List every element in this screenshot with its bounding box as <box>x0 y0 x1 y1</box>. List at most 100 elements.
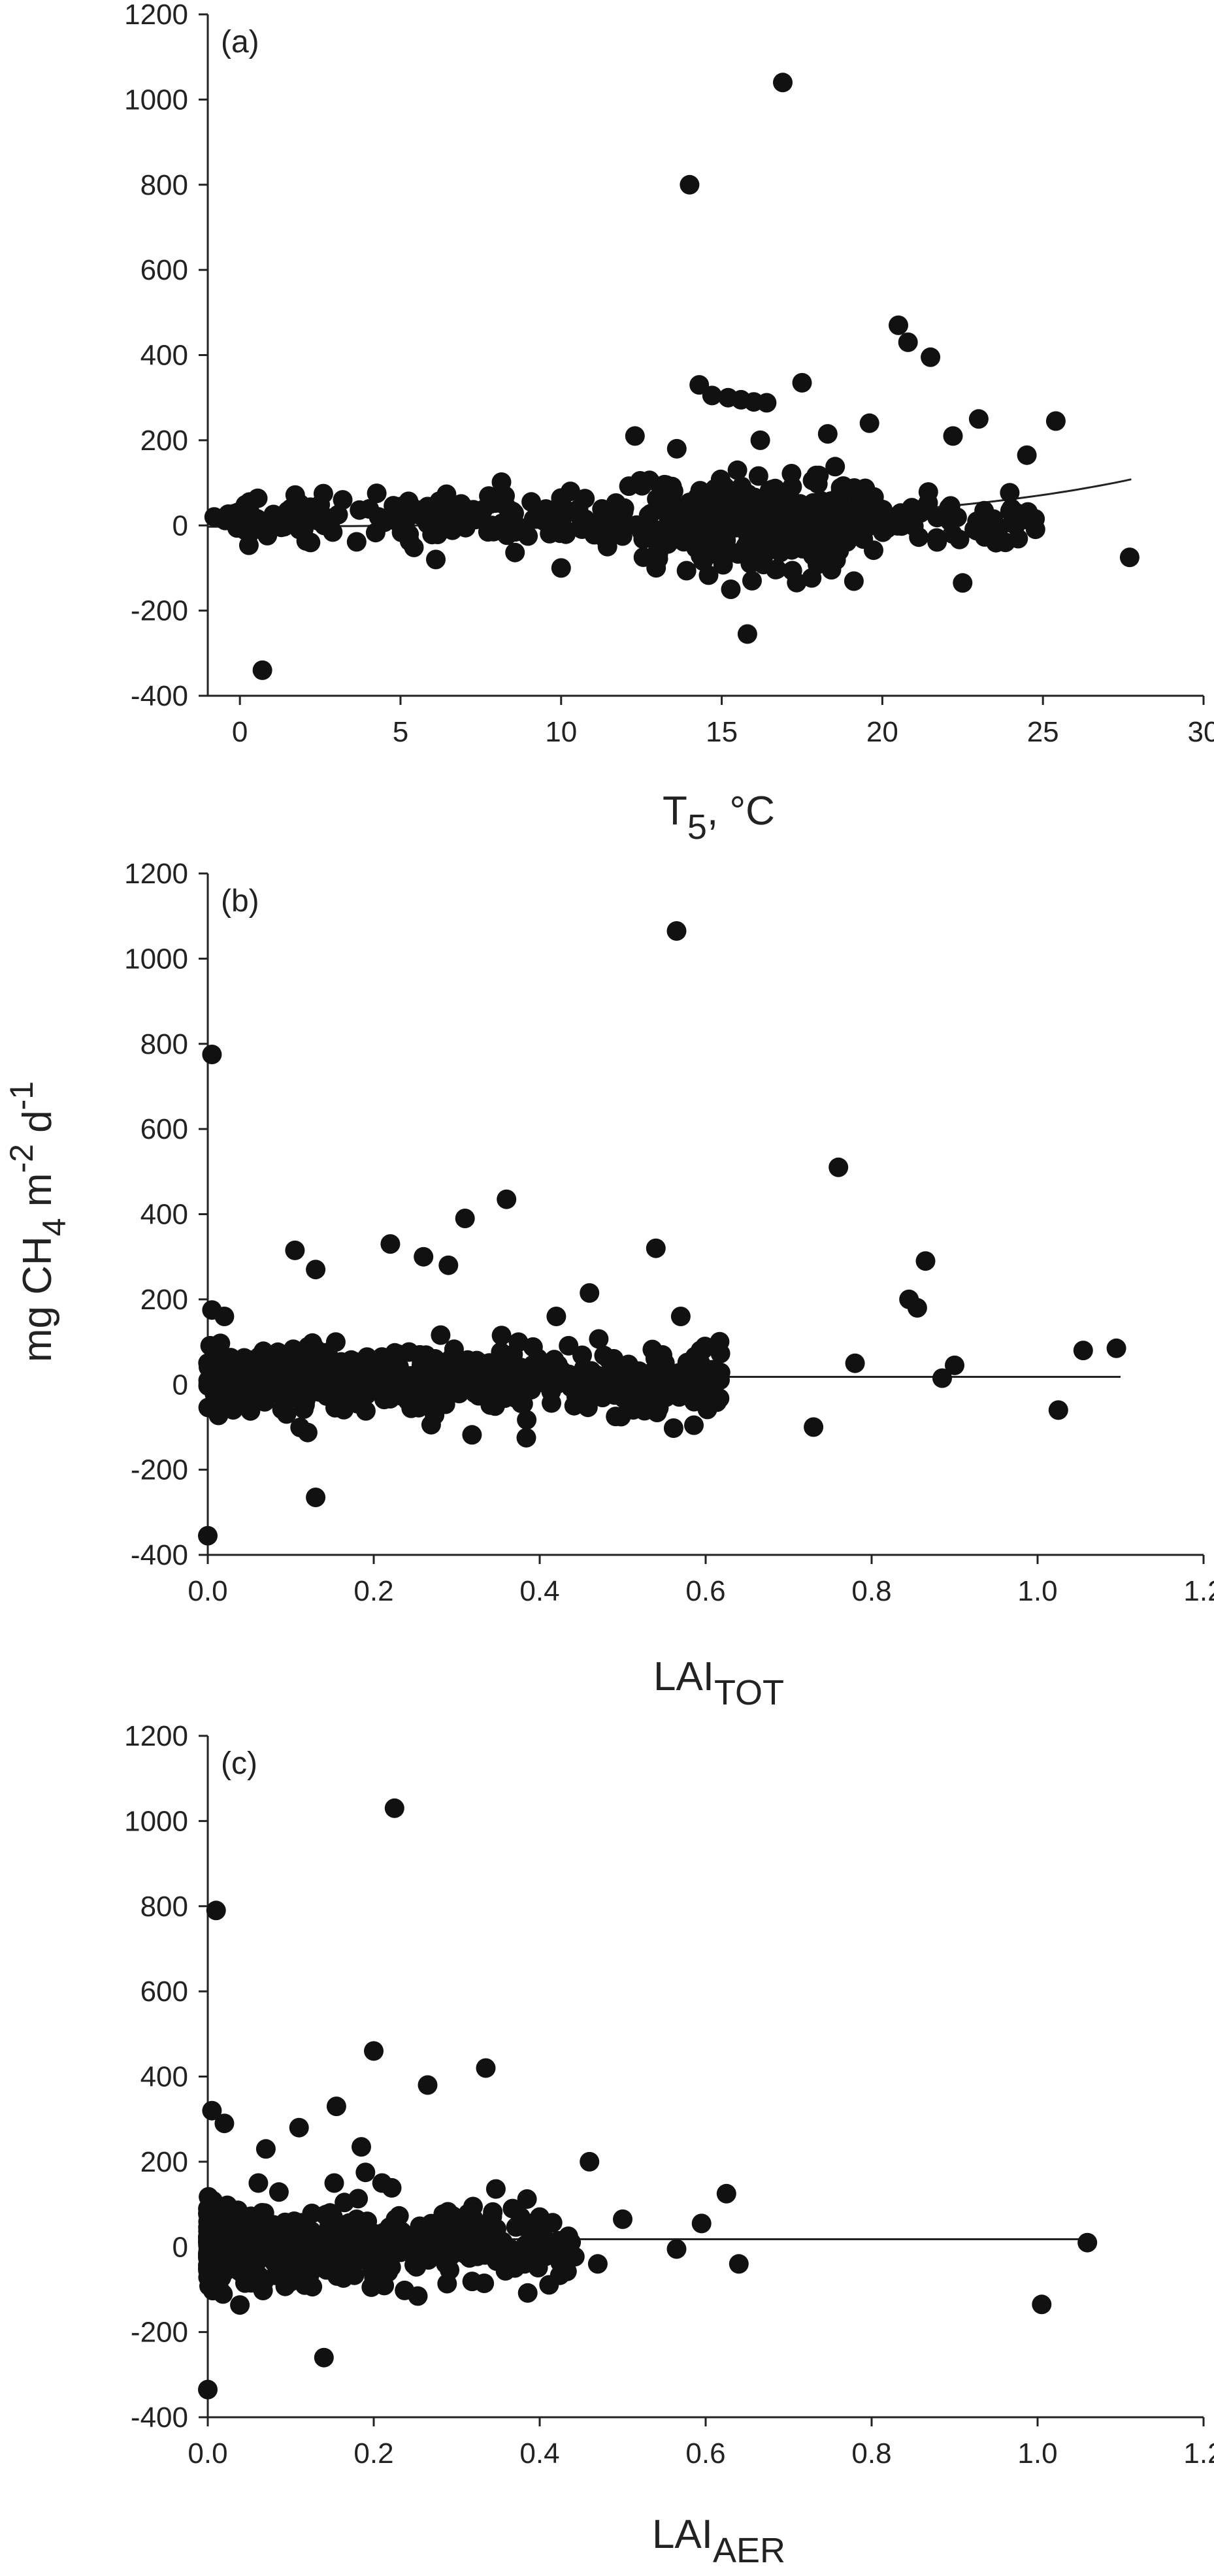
data-point <box>523 1355 543 1375</box>
data-point <box>968 409 989 429</box>
data-point <box>804 509 824 529</box>
data-point <box>326 2096 346 2117</box>
data-point <box>202 2100 222 2121</box>
data-point <box>346 532 367 552</box>
data-point <box>710 1370 730 1390</box>
data-point <box>348 2189 369 2209</box>
data-point <box>390 2242 410 2262</box>
data-point <box>737 624 757 644</box>
data-point <box>710 1331 730 1352</box>
data-point <box>414 1247 434 1267</box>
data-point <box>646 1238 666 1258</box>
data-point <box>766 559 787 579</box>
data-point <box>649 1365 669 1386</box>
data-point <box>1045 411 1066 431</box>
data-point <box>572 1345 592 1365</box>
data-point <box>466 2219 486 2238</box>
data-point <box>456 508 476 529</box>
data-point <box>878 518 897 538</box>
data-point <box>518 526 538 546</box>
data-point <box>648 1385 668 1405</box>
data-point <box>462 1425 482 1445</box>
data-point <box>485 2223 506 2243</box>
data-point <box>342 2225 362 2245</box>
y-tick-label: 0 <box>172 2231 188 2263</box>
data-point <box>702 385 722 406</box>
data-point <box>380 1377 401 1397</box>
data-point <box>198 2379 218 2400</box>
data-point <box>235 511 255 530</box>
data-point <box>696 1380 716 1401</box>
data-point <box>932 1368 952 1388</box>
data-point <box>727 460 747 480</box>
data-point <box>355 2162 376 2183</box>
data-point <box>986 532 1006 553</box>
data-point <box>1119 547 1140 568</box>
data-point <box>504 1356 525 1377</box>
data-point <box>202 1045 222 1064</box>
data-point <box>396 2226 416 2247</box>
y-tick-label: 200 <box>140 2146 188 2178</box>
data-point <box>648 544 668 564</box>
data-point <box>400 495 420 515</box>
data-point <box>254 1341 274 1361</box>
data-point <box>372 2173 392 2193</box>
data-point <box>921 347 941 367</box>
data-point <box>426 549 446 570</box>
data-point <box>360 1380 380 1400</box>
x-tick-label: 0.6 <box>685 2437 725 2470</box>
data-point <box>918 482 938 502</box>
y-tick-label: 1000 <box>124 1805 188 1837</box>
data-point <box>297 1422 318 1443</box>
data-point <box>750 430 770 450</box>
x-tick-label: 0.2 <box>353 2437 393 2470</box>
data-point <box>436 484 457 504</box>
data-point <box>210 1333 231 1354</box>
data-point <box>666 2239 687 2259</box>
data-point <box>889 315 908 335</box>
data-point <box>656 475 676 495</box>
data-point <box>238 1392 259 1412</box>
data-point <box>404 537 424 557</box>
data-point <box>252 660 272 680</box>
data-point <box>436 1380 457 1401</box>
data-point <box>691 2213 712 2234</box>
data-point <box>269 2182 289 2202</box>
data-point <box>844 571 864 591</box>
data-point <box>763 480 783 500</box>
data-point <box>770 542 791 562</box>
data-point <box>401 1398 421 1418</box>
data-point <box>633 547 653 567</box>
data-point <box>516 1427 536 1448</box>
y-tick-label: 1000 <box>124 84 188 116</box>
data-point <box>1017 445 1037 465</box>
y-tick-label: 800 <box>140 169 188 201</box>
data-point <box>261 1356 281 1376</box>
data-point <box>466 1373 486 1393</box>
x-tick-label: 0.8 <box>851 1575 891 1607</box>
data-point <box>601 1367 621 1388</box>
data-point <box>333 2268 353 2288</box>
y-tick-label: 200 <box>140 1284 188 1316</box>
data-point <box>384 1798 404 1818</box>
data-point <box>684 1415 704 1435</box>
data-point <box>374 2275 395 2296</box>
data-point <box>325 1332 346 1352</box>
data-point <box>254 2203 274 2223</box>
data-point <box>611 1407 631 1427</box>
data-point <box>517 2189 537 2209</box>
data-point <box>280 2272 300 2292</box>
data-point <box>290 494 310 514</box>
data-point <box>757 393 777 413</box>
y-tick-label: -400 <box>131 1539 188 1571</box>
data-point <box>676 561 697 581</box>
data-point <box>670 1307 691 1326</box>
data-point <box>1032 2294 1052 2315</box>
x-tick-label: 25 <box>1027 716 1059 748</box>
data-point <box>384 496 404 516</box>
x-tick-label: 1.0 <box>1017 2437 1057 2470</box>
data-point <box>352 2137 371 2157</box>
data-point <box>736 536 756 557</box>
y-tick-label: 400 <box>140 340 188 372</box>
data-point <box>491 1342 511 1362</box>
